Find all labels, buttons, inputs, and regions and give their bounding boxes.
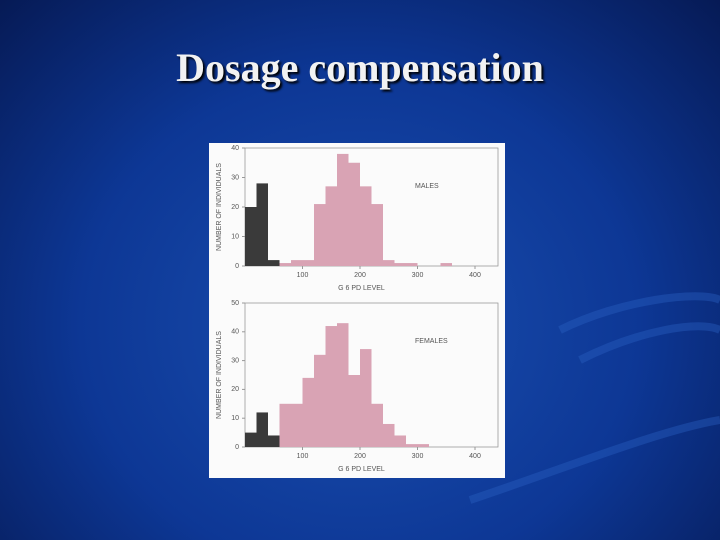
bar: [406, 444, 418, 447]
x-tick-label: 400: [469, 453, 481, 460]
bar: [325, 186, 337, 266]
bar: [360, 349, 372, 447]
bar: [314, 204, 326, 266]
y-tick-label: 40: [231, 145, 239, 152]
bar: [417, 444, 429, 447]
bar: [325, 326, 337, 447]
bar: [279, 263, 291, 266]
y-axis-label: NUMBER OF INDIVIDUALS: [216, 163, 223, 251]
x-tick-label: 400: [469, 272, 481, 279]
bar: [279, 403, 291, 447]
annotation: MALES: [415, 183, 439, 190]
bar: [371, 204, 383, 266]
slide-title: Dosage compensation: [176, 45, 544, 90]
bar: [440, 263, 452, 266]
y-tick-label: 20: [231, 386, 239, 393]
annotation: FEMALES: [415, 338, 448, 345]
decoration: [468, 292, 720, 504]
x-axis-label: G 6 PD LEVEL: [338, 466, 385, 473]
y-tick-label: 0: [235, 444, 239, 451]
bar: [291, 403, 303, 447]
bar: [245, 432, 257, 447]
bar: [406, 263, 418, 266]
x-tick-label: 100: [297, 453, 309, 460]
bar: [302, 377, 314, 447]
y-tick-label: 10: [231, 233, 239, 240]
bar: [383, 260, 395, 266]
y-tick-label: 50: [231, 300, 239, 307]
bar: [256, 183, 268, 266]
bar: [337, 153, 349, 266]
bar: [256, 412, 268, 447]
x-tick-label: 100: [297, 272, 309, 279]
y-tick-label: 10: [231, 415, 239, 422]
bar: [394, 435, 406, 447]
bar: [383, 423, 395, 447]
bar: [348, 162, 360, 266]
bar: [371, 403, 383, 447]
x-axis-label: G 6 PD LEVEL: [338, 285, 385, 292]
x-tick-label: 200: [354, 272, 366, 279]
y-tick-label: 30: [231, 174, 239, 181]
bar: [268, 435, 280, 447]
bar: [302, 260, 314, 266]
bar: [314, 354, 326, 447]
x-tick-label: 300: [412, 272, 424, 279]
y-tick-label: 0: [235, 263, 239, 270]
x-tick-label: 300: [412, 453, 424, 460]
bar: [394, 263, 406, 266]
bar: [337, 323, 349, 447]
y-axis-label: NUMBER OF INDIVIDUALS: [216, 331, 223, 419]
y-tick-label: 40: [231, 329, 239, 336]
y-tick-label: 20: [231, 204, 239, 211]
bar: [291, 260, 303, 266]
y-tick-label: 30: [231, 357, 239, 364]
x-tick-label: 200: [354, 453, 366, 460]
bar: [268, 260, 280, 266]
bar: [348, 375, 360, 447]
bar: [245, 207, 257, 266]
bar: [360, 186, 372, 266]
